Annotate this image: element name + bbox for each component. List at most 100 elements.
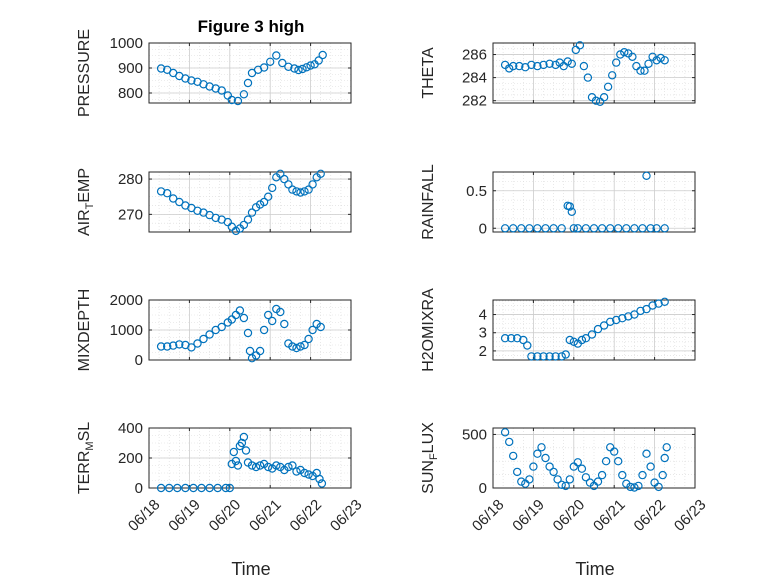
data-point [656, 53, 665, 63]
data-point [193, 339, 202, 348]
data-point [539, 352, 548, 361]
data-point [272, 461, 281, 470]
data-point [276, 169, 285, 178]
y-tick-label: 200 [118, 450, 143, 467]
data-point [306, 61, 315, 70]
data-point [211, 84, 220, 93]
data-point [168, 194, 178, 203]
y-axis-label-rainfall: RAINFALL [420, 164, 437, 240]
data-point [517, 477, 526, 486]
data-point [597, 470, 607, 480]
data-point [638, 470, 647, 480]
data-point [294, 65, 303, 75]
data-point [173, 483, 182, 493]
markers-air_temp [156, 169, 325, 236]
y-tick-label: 284 [462, 70, 487, 87]
data-point [646, 462, 655, 471]
y-tick-label: 900 [118, 60, 143, 77]
data-point [569, 337, 579, 346]
data-point [601, 457, 611, 466]
data-point [509, 224, 518, 233]
y-label-main: SUN [420, 460, 437, 494]
axes-box-pressure [148, 42, 352, 104]
data-point [539, 60, 548, 70]
data-point [247, 208, 257, 217]
markers-theta [500, 41, 669, 107]
data-point [660, 297, 669, 306]
data-point [308, 325, 317, 335]
data-point [545, 59, 554, 69]
data-point [660, 56, 669, 65]
data-point [296, 188, 305, 197]
data-point [622, 224, 631, 233]
y-label-subscript: M [84, 441, 96, 450]
y-tick-label: 282 [462, 93, 487, 110]
data-point [317, 479, 327, 488]
data-point [612, 315, 621, 325]
data-point [593, 324, 603, 334]
data-point [187, 343, 196, 352]
data-point [575, 41, 585, 50]
data-point [221, 483, 230, 493]
y-label-suffix: EMP [76, 168, 93, 203]
data-point [239, 220, 249, 230]
data-point [243, 215, 253, 224]
data-point [654, 299, 663, 308]
data-point [591, 96, 601, 105]
data-point [638, 224, 647, 233]
major-grid-h2omixra [492, 300, 696, 360]
y-tick-label: 1000 [110, 322, 143, 339]
data-point [630, 224, 639, 233]
data-point [662, 443, 671, 452]
data-point [304, 470, 313, 479]
y-axis-label-h2omixra: H2OMIXRA [420, 288, 437, 372]
y-tick-label: 2 [479, 343, 487, 360]
markers-sun_flux [500, 428, 671, 492]
y-tick-label: 0 [135, 480, 143, 497]
data-point [628, 52, 637, 62]
markers-terr_msl [156, 432, 327, 493]
data-point [616, 50, 625, 59]
data-point [315, 474, 324, 484]
data-point [266, 57, 275, 67]
data-point [533, 449, 542, 458]
axes-box-theta [492, 42, 696, 104]
data-point [300, 187, 309, 196]
data-point [569, 224, 579, 233]
data-point [660, 224, 669, 233]
data-point [567, 59, 577, 69]
data-point [187, 76, 196, 85]
data-point [626, 482, 635, 492]
data-point [181, 483, 190, 493]
y-tick-label: 280 [118, 171, 143, 188]
data-point [509, 451, 518, 461]
data-point [614, 457, 623, 466]
y-label-main: AIR [76, 209, 93, 236]
data-point [644, 59, 653, 69]
data-point [156, 187, 166, 196]
y-tick-label: 0.5 [466, 183, 487, 200]
x-tick-label: 06/23 [327, 496, 366, 535]
data-point [523, 341, 532, 350]
data-point [239, 432, 249, 442]
y-tick-label: 800 [118, 85, 143, 102]
data-point [211, 213, 220, 223]
data-point [308, 180, 317, 189]
data-point [595, 97, 605, 107]
data-point [632, 61, 641, 71]
markers-mixdepth [156, 304, 325, 363]
data-point [217, 322, 226, 332]
data-point [197, 483, 206, 493]
data-point [235, 306, 245, 315]
data-point [581, 473, 591, 482]
data-point [577, 335, 587, 345]
data-point [561, 350, 570, 359]
data-point [557, 224, 566, 233]
data-point [517, 224, 526, 233]
y-tick-label: 270 [118, 206, 143, 223]
data-point [272, 51, 281, 60]
data-point [205, 330, 214, 339]
axes-box-h2omixra [492, 299, 696, 361]
data-point [658, 470, 667, 480]
